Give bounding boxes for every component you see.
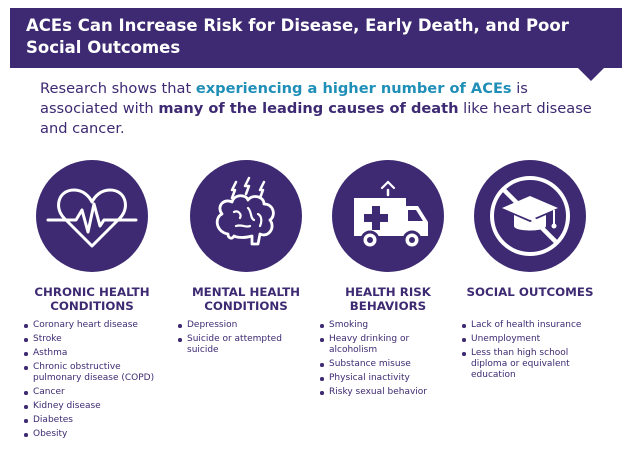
item-list: Coronary heart disease Stroke Asthma Chr… [22,320,162,443]
list-item: Chronic obstructive pulmonary disease (C… [22,362,162,384]
list-item: Cancer [22,387,162,398]
item-list: Depression Suicide or attempted suicide [176,320,316,359]
title-banner: ACEs Can Increase Risk for Disease, Earl… [10,8,622,81]
intro-highlight-1: experiencing a higher number of ACEs [195,80,512,97]
list-item: Physical inactivity [318,373,458,384]
list-item: Asthma [22,348,162,359]
ambulance-icon [332,160,444,272]
list-item: Lack of health insurance [460,320,600,331]
page-title: ACEs Can Increase Risk for Disease, Earl… [26,16,569,57]
column-heading: HEALTH RISK BEHAVIORS [345,285,431,313]
list-item: Suicide or attempted suicide [176,334,316,356]
no-graduation-cap-icon [474,160,586,272]
heart-pulse-icon [36,160,148,272]
list-item: Coronary heart disease [22,320,162,331]
list-item: Risky sexual behavior [318,387,458,398]
list-item: Smoking [318,320,458,331]
intro-text: Research shows that experiencing a highe… [40,79,600,139]
banner-notch [578,68,604,81]
list-item: Heavy drinking or alcoholism [318,334,458,356]
list-item: Stroke [22,334,162,345]
list-item: Substance misuse [318,359,458,370]
brain-icon [190,160,302,272]
item-list: Smoking Heavy drinking or alcoholism Sub… [318,320,458,401]
column-heading: SOCIAL OUTCOMES [466,285,594,299]
column-heading: MENTAL HEALTH CONDITIONS [191,285,301,313]
list-item: Obesity [22,429,162,440]
list-item: Diabetes [22,415,162,426]
intro-part-1: Research shows that [40,80,196,97]
intro-part-3: like heart disease and cancer. [40,100,592,137]
item-list: Lack of health insurance Unemployment Le… [460,320,600,384]
list-item: Kidney disease [22,401,162,412]
list-item: Depression [176,320,316,331]
column-heading: CHRONIC HEALTH CONDITIONS [34,285,150,313]
list-item: Unemployment [460,334,600,345]
intro-part-2: is associated with [40,80,528,117]
intro-highlight-2: many of the leading causes of death [158,100,459,117]
list-item: Less than high school diploma or equival… [460,348,600,381]
